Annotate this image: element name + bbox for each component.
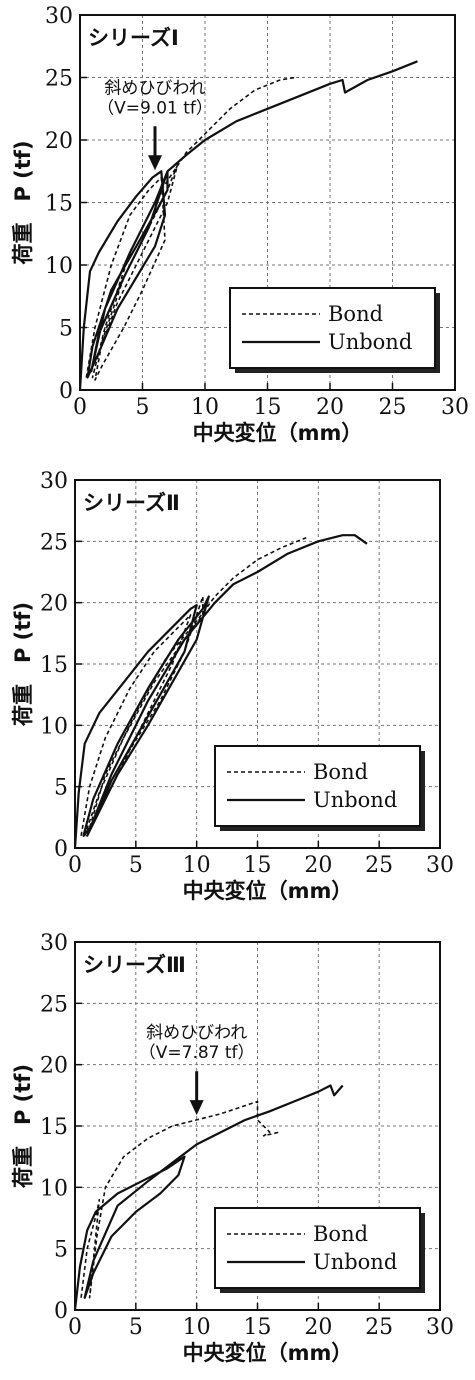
chart2-panel: 0 5 10 15 20 25 30 0 5 10 15 20 25 30 中央変位（mm） 荷重 P (tf… (11, 469, 454, 903)
chart3-x-tick-label: 30 (426, 1315, 454, 1340)
chart2-x-tick-label: 5 (129, 853, 143, 878)
chart1-x-tick-label: 5 (136, 395, 150, 420)
chart3-y-tick-label: 0 (54, 1299, 68, 1324)
chart3-x-tick-label: 15 (244, 1315, 272, 1340)
chart1-x-tick-label: 25 (379, 395, 407, 420)
chart3-y-tick-label: 20 (40, 1054, 68, 1079)
chart2-legend-label-unbond: Unbond (313, 788, 397, 812)
chart1-y-tick-label: 30 (45, 4, 73, 29)
chart1-y-tick-label: 25 (45, 67, 73, 92)
chart2-y-axis-label: 荷重 P (tf) (11, 602, 35, 726)
chart3-y-axis-label: 荷重 P (tf) (11, 1064, 35, 1188)
chart2-x-tick-label: 20 (304, 853, 332, 878)
chart2-y-tick-label: 30 (40, 469, 68, 494)
chart1-annotation-value: （V=9.01 tf） (97, 98, 213, 118)
chart3-annotation-value: （V=7.87 tf） (139, 1043, 255, 1063)
chart3-series-line-unbond (73, 1084, 344, 1311)
chart3-legend: Bond Unbond (214, 1207, 425, 1293)
chart2-y-tick-label: 0 (54, 837, 68, 862)
chart3-y-tick-label: 30 (40, 931, 68, 956)
chart3-panel: 0 5 10 15 20 25 30 0 5 10 15 20 25 30 中央変位（mm） 荷重 P (tf… (11, 931, 454, 1365)
chart2-legend-label-bond: Bond (313, 760, 368, 784)
chart3-annotation-arrow-head (189, 1100, 204, 1116)
chart1-legend-label-unbond: Unbond (328, 330, 412, 354)
chart3-legend-label-unbond: Unbond (313, 1250, 397, 1274)
chart1-x-tick-label: 30 (441, 395, 469, 420)
chart3-x-tick-label: 25 (365, 1315, 393, 1340)
chart3-x-tick-label: 20 (304, 1315, 332, 1340)
chart2-y-tick-label: 15 (40, 653, 68, 678)
chart2-y-tick-label: 5 (54, 776, 68, 801)
chart1-legend-label-bond: Bond (328, 302, 383, 326)
chart1-annotation-text: 斜めひびわれ (104, 78, 205, 98)
chart3-series-line-bond (80, 1100, 280, 1299)
chart2-x-tick-label: 30 (426, 853, 454, 878)
chart1-y-tick-label: 0 (59, 379, 73, 404)
chart1-panel: 0 5 10 15 20 25 30 0 5 10 15 20 25 30 中央変位（mm） 荷重 P (tf… (11, 4, 469, 445)
chart3-y-tick-label: 25 (40, 992, 68, 1017)
chart3-chart-title: シリーズⅢ (83, 953, 186, 977)
chart1-legend: Bond Unbond (229, 287, 440, 373)
chart1-legend-box (229, 287, 436, 369)
chart1-x-tick-label: 10 (191, 395, 219, 420)
chart2-legend: Bond Unbond (214, 745, 425, 831)
chart1-y-tick-label: 5 (59, 317, 73, 342)
chart2-chart-title: シリーズⅡ (83, 491, 180, 515)
chart1-y-axis-label: 荷重 P (tf) (11, 140, 35, 264)
chart1-chart-title: シリーズⅠ (88, 26, 179, 50)
chart1-x-tick-label: 20 (316, 395, 344, 420)
chart2-y-tick-label: 10 (40, 714, 68, 739)
chart1-x-axis-label: 中央変位（mm） (193, 421, 363, 445)
chart3-y-tick-label: 15 (40, 1115, 68, 1140)
chart2-x-tick-label: 0 (68, 853, 82, 878)
chart3-annotation-text: 斜めひびわれ (146, 1023, 247, 1043)
chart2-series-line-unbond (73, 534, 368, 849)
chart3-legend-label-bond: Bond (313, 1222, 368, 1246)
chart2-x-tick-label: 25 (365, 853, 393, 878)
chart1-x-tick-label: 0 (73, 395, 87, 420)
chart2-x-tick-label: 15 (244, 853, 272, 878)
chart3-y-tick-label: 5 (54, 1238, 68, 1263)
chart1-y-tick-label: 10 (45, 254, 73, 279)
chart3-x-tick-label: 10 (183, 1315, 211, 1340)
chart2-legend-box (214, 745, 421, 827)
chart2-y-tick-label: 20 (40, 592, 68, 617)
chart1-y-tick-label: 15 (45, 192, 73, 217)
chart1-series-line-bond (85, 76, 296, 381)
chart3-x-axis-label: 中央変位（mm） (183, 1341, 353, 1365)
chart1-annotation-arrow-head (148, 155, 162, 171)
chart3-y-tick-label: 10 (40, 1176, 68, 1201)
chart2-x-tick-label: 10 (183, 853, 211, 878)
chart3-x-tick-label: 0 (68, 1315, 82, 1340)
chart1-series-line-unbond (78, 60, 418, 391)
chart3-legend-box (214, 1207, 421, 1289)
chart2-x-axis-label: 中央変位（mm） (183, 879, 353, 903)
chart3-x-tick-label: 5 (129, 1315, 143, 1340)
chart1-y-tick-label: 20 (45, 129, 73, 154)
chart2-y-tick-label: 25 (40, 530, 68, 555)
chart1-x-tick-label: 15 (254, 395, 282, 420)
